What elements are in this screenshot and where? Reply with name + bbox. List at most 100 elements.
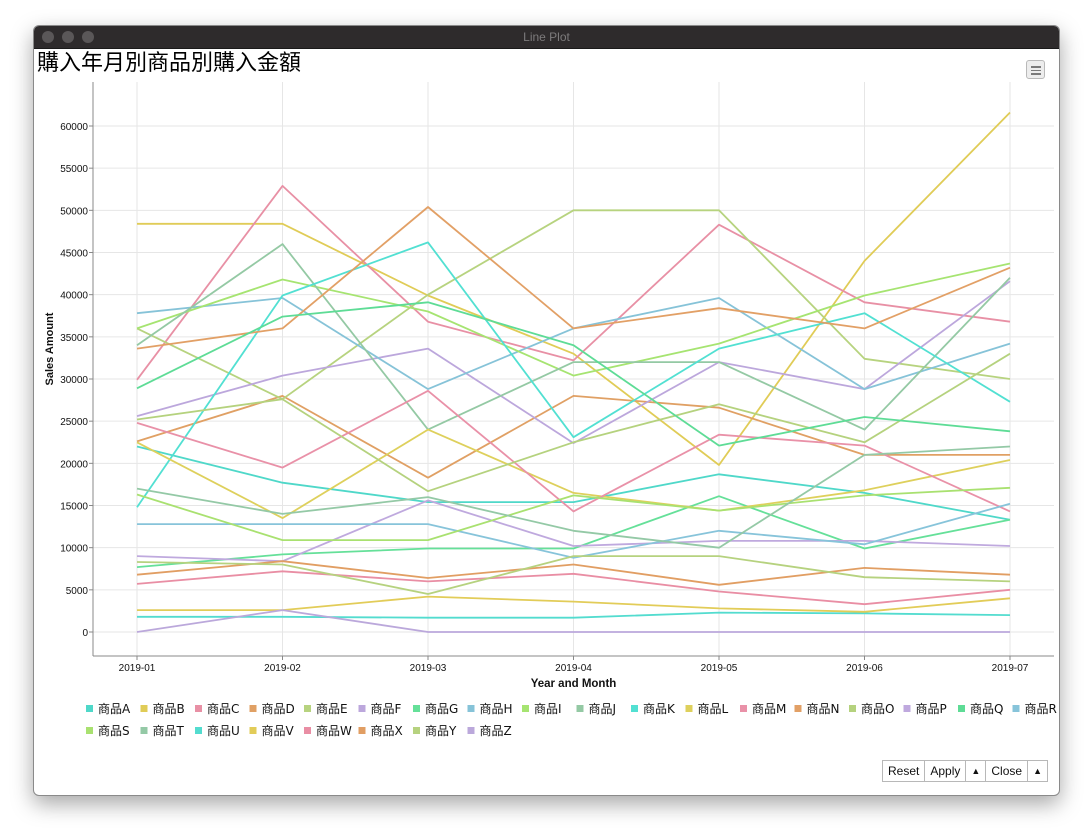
legend-swatch [413, 705, 420, 712]
legend-swatch [140, 727, 148, 734]
legend-label: 商品H [480, 701, 513, 716]
legend-label: 商品J [589, 701, 617, 716]
legend-swatch [740, 705, 747, 712]
minimize-window-icon[interactable] [62, 31, 74, 43]
legend-swatch [794, 705, 802, 712]
legend-label: 商品N [807, 701, 840, 716]
legend-label: 商品O [861, 701, 894, 716]
window-title: Line Plot [523, 30, 570, 44]
y-tick-label: 50000 [60, 206, 88, 217]
reset-button[interactable]: Reset [882, 760, 926, 782]
series-line-7 [136, 495, 1011, 568]
hamburger-menu-icon [1031, 66, 1041, 68]
series-line-23 [136, 570, 1011, 606]
y-tick-label: 45000 [60, 249, 88, 260]
legend-swatch [1012, 705, 1020, 712]
close-button[interactable]: Close [985, 760, 1029, 782]
series-line-14 [136, 206, 1011, 350]
x-tick-label: 2019-07 [992, 663, 1029, 674]
legend-swatch [86, 705, 93, 712]
x-tick-label: 2019-01 [119, 663, 156, 674]
legend-swatch [413, 727, 420, 734]
series-line-10 [136, 243, 1011, 431]
legend-swatch [249, 705, 257, 712]
legend-label: 商品C [207, 701, 239, 716]
y-axis-label: Sales Amount [44, 312, 56, 385]
y-tick-label: 15000 [60, 502, 88, 513]
series-line-21 [137, 611, 1011, 619]
series-line-15 [136, 352, 1011, 493]
legend-label: 商品L [698, 701, 729, 716]
legend-swatch [631, 705, 638, 712]
y-tick-label: 5000 [66, 586, 89, 597]
legend-swatch [249, 727, 257, 734]
x-axis-label: Year and Month [531, 678, 617, 690]
legend-swatch [358, 705, 366, 712]
legend-swatch [958, 705, 965, 712]
legend-label: 商品R [1025, 701, 1057, 716]
close-window-icon[interactable] [42, 31, 54, 43]
y-tick-label: 0 [82, 628, 88, 639]
apply-button[interactable]: Apply [924, 760, 967, 782]
legend-label: 商品M [752, 701, 786, 716]
x-tick-label: 2019-05 [701, 663, 738, 674]
series-line-9 [136, 262, 1011, 377]
zoom-window-icon[interactable] [82, 31, 94, 43]
toolbar: Reset Apply ▲ Close ▲ [882, 760, 1049, 782]
legend-label: 商品F [371, 701, 402, 716]
y-tick-label: 60000 [60, 122, 88, 133]
chart-title: 購入年月別商品別購入金額 [37, 51, 302, 76]
apply-options-arrow-icon[interactable]: ▲ [965, 760, 987, 782]
series-line-11 [136, 241, 1011, 508]
chart-menu-button[interactable] [1026, 60, 1045, 79]
legend-label: 商品X [371, 723, 403, 738]
series-line-3 [136, 184, 1011, 381]
legend-swatch [195, 705, 202, 712]
legend-swatch [86, 727, 93, 734]
y-tick-label: 55000 [60, 164, 88, 175]
legend-swatch [685, 705, 693, 712]
x-tick-label: 2019-02 [264, 663, 301, 674]
y-tick-label: 25000 [60, 417, 88, 428]
legend-label: 商品Q [970, 701, 1003, 716]
legend-swatch [140, 705, 148, 712]
series-line-17 [136, 301, 1011, 447]
legend-swatch [522, 705, 529, 712]
legend-swatch [903, 705, 911, 712]
legend-label: 商品A [98, 701, 131, 716]
legend-label: 商品W [316, 723, 352, 738]
legend-label: 商品Z [480, 723, 512, 738]
legend-swatch [304, 727, 311, 734]
line-chart: 0 5000 10000 15000 20000 25000 30000 35000 40000… [44, 82, 1057, 738]
y-tick-label: 30000 [60, 375, 88, 386]
series-line-20 [136, 445, 1011, 549]
series-line-1 [136, 445, 1011, 521]
series-line-2 [137, 111, 1011, 466]
plot-window: Line Plot 0 5000 10000 15000 20000 25000 30000… [33, 25, 1060, 796]
x-tick-label: 2019-06 [846, 663, 883, 674]
legend-swatch [358, 727, 366, 734]
legend-label: 商品D [262, 701, 295, 716]
series-line-24 [136, 560, 1011, 586]
legend-label: 商品T [153, 723, 185, 738]
legend-label: 商品Y [425, 723, 457, 738]
legend-label: 商品U [207, 723, 240, 738]
window-titlebar[interactable]: Line Plot [34, 26, 1059, 49]
legend-label: 商品V [262, 723, 295, 738]
legend-swatch [467, 727, 475, 734]
legend-swatch [467, 705, 475, 712]
legend-label: 商品E [316, 701, 348, 716]
y-tick-label: 40000 [60, 291, 88, 302]
series-line-13 [136, 389, 1011, 513]
close-options-arrow-icon[interactable]: ▲ [1027, 760, 1049, 782]
y-tick-label: 35000 [60, 333, 88, 344]
legend-swatch [849, 705, 856, 712]
series-line-18 [137, 502, 1011, 559]
legend-label: 商品K [643, 701, 676, 716]
legend-label: 商品G [425, 701, 458, 716]
x-tick-label: 2019-03 [410, 663, 447, 674]
legend-label: 商品S [98, 723, 130, 738]
legend-swatch [195, 727, 202, 734]
series-line-12 [136, 428, 1011, 520]
legend-label: 商品P [916, 701, 947, 716]
